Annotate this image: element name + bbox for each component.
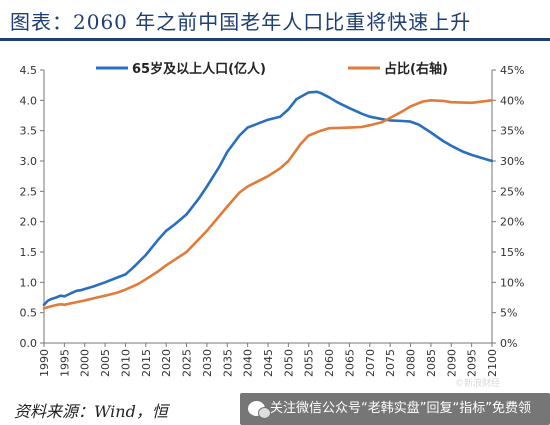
- left-tick-label: 1.0: [20, 276, 38, 289]
- left-tick-label: 2.5: [20, 185, 38, 198]
- x-tick-label: 2040: [242, 349, 255, 377]
- x-tick-label: 2020: [160, 349, 173, 377]
- x-tick-label: 2000: [79, 349, 92, 377]
- left-tick-label: 1.5: [20, 246, 38, 259]
- left-tick-label: 2.0: [20, 216, 38, 229]
- x-tick-label: 2010: [119, 349, 132, 377]
- right-tick-label: 25%: [500, 185, 524, 198]
- x-tick-label: 2030: [201, 349, 214, 377]
- x-tick-label: 2015: [140, 349, 153, 377]
- left-tick-label: 4.5: [20, 64, 38, 77]
- right-tick-label: 35%: [500, 125, 524, 138]
- x-tick-label: 2065: [343, 349, 356, 377]
- ticks-layer: 0.0 0.5 1.0 1.5 2.0 2.5 3.0 3.5 4.0 4.5 0% 5% 10% 15%…: [20, 64, 525, 377]
- x-tick-label: 2085: [425, 349, 438, 377]
- x-tick-label: 2050: [282, 349, 295, 377]
- x-tick-label: 2005: [99, 349, 112, 377]
- left-tick-label: 0.0: [20, 337, 38, 350]
- left-tick-label: 0.5: [20, 307, 38, 320]
- x-tick-label: 1990: [38, 349, 51, 377]
- x-tick-label: 2060: [323, 349, 336, 377]
- x-tick-label: 2070: [364, 349, 377, 377]
- right-tick-label: 30%: [500, 155, 524, 168]
- watermark-text: 关注微信公众号“老韩实盘”回复“指标”免费领: [270, 401, 531, 416]
- series-layer: [42, 90, 494, 310]
- legend-label-ratio: 占比(右轴): [384, 61, 448, 77]
- right-tick-label: 20%: [500, 216, 524, 229]
- x-tick-label: 2045: [262, 349, 275, 377]
- chart-title: 图表：2060 年之前中国老年人口比重将快速上升: [10, 10, 472, 34]
- ratio-series-line: [42, 99, 494, 310]
- population-series-line: [42, 90, 494, 307]
- left-tick-label: 4.0: [20, 94, 38, 107]
- x-tick-label: 2095: [466, 349, 479, 377]
- x-tick-label: 2100: [486, 349, 499, 377]
- source-note: 资料来源：Wind，恒: [14, 402, 168, 421]
- x-tick-label: 2055: [303, 349, 316, 377]
- x-tick-label: 2025: [181, 349, 194, 377]
- faint-watermark: ©新浪财经: [455, 379, 501, 389]
- legend: 65岁及以上人口(亿人) 占比(右轴): [96, 61, 448, 77]
- title-rule: [0, 38, 550, 41]
- left-tick-label: 3.5: [20, 125, 38, 138]
- legend-label-population: 65岁及以上人口(亿人): [132, 61, 266, 77]
- right-tick-label: 5%: [500, 307, 517, 320]
- wechat-icon: [248, 401, 271, 419]
- right-tick-label: 10%: [500, 276, 524, 289]
- right-tick-label: 15%: [500, 246, 524, 259]
- left-tick-label: 3.0: [20, 155, 38, 168]
- x-tick-label: 2075: [384, 349, 397, 377]
- x-tick-label: 2080: [405, 349, 418, 377]
- watermark-banner: 关注微信公众号“老韩实盘”回复“指标”免费领: [240, 393, 550, 425]
- x-tick-label: 2035: [221, 349, 234, 377]
- x-tick-label: 1995: [58, 349, 71, 377]
- right-tick-label: 40%: [500, 94, 524, 107]
- x-tick-label: 2090: [445, 349, 458, 377]
- right-tick-label: 45%: [500, 64, 524, 77]
- right-tick-label: 0%: [500, 337, 517, 350]
